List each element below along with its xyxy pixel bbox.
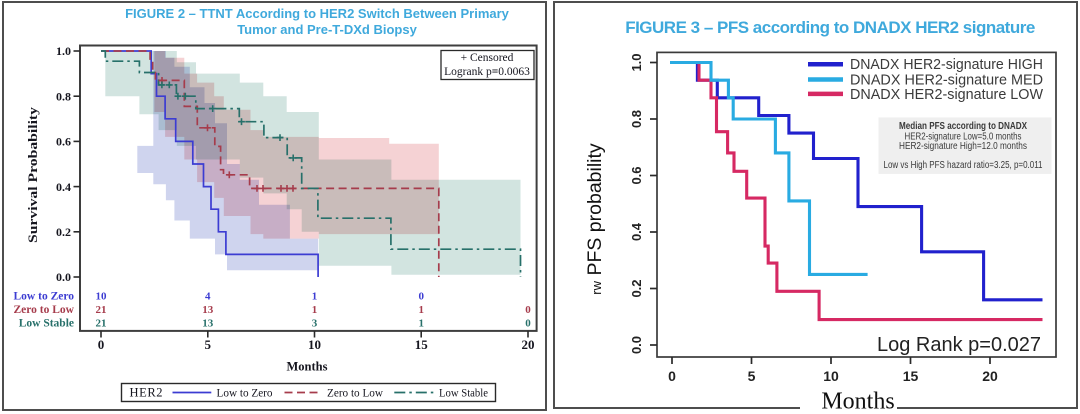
svg-text:HER2-signature Low=5.0 months: HER2-signature Low=5.0 months xyxy=(905,132,1022,143)
svg-text:0.0: 0.0 xyxy=(56,270,71,284)
svg-text:DNADX HER2-signature HIGH: DNADX HER2-signature HIGH xyxy=(850,57,1043,73)
svg-text:4: 4 xyxy=(205,291,211,303)
svg-text:Survival Probability: Survival Probability xyxy=(25,106,40,243)
svg-text:0.6: 0.6 xyxy=(629,166,644,184)
svg-text:0: 0 xyxy=(98,337,105,352)
svg-text:0.2: 0.2 xyxy=(56,225,71,239)
svg-text:3: 3 xyxy=(312,317,318,329)
svg-text:1.0: 1.0 xyxy=(629,53,644,71)
svg-text:20: 20 xyxy=(982,368,998,384)
svg-text:Zero to Low: Zero to Low xyxy=(327,386,383,400)
svg-text:0.6: 0.6 xyxy=(56,135,71,149)
svg-text:Log Rank p=0.027: Log Rank p=0.027 xyxy=(877,334,1041,356)
svg-text:1.0: 1.0 xyxy=(56,44,71,58)
svg-text:Low vs High PFS hazard ratio=3: Low vs High PFS hazard ratio=3.25, p=0.0… xyxy=(884,160,1043,171)
svg-text:10: 10 xyxy=(96,291,108,303)
svg-text:0: 0 xyxy=(668,368,676,384)
svg-text:Low Stable: Low Stable xyxy=(19,317,74,329)
svg-text:10: 10 xyxy=(308,337,321,352)
svg-text:0.8: 0.8 xyxy=(56,89,71,103)
svg-text:21: 21 xyxy=(96,304,107,316)
svg-text:DNADX HER2-signature MED: DNADX HER2-signature MED xyxy=(850,73,1043,89)
svg-text:+ Censored: + Censored xyxy=(461,52,514,64)
svg-text:Zero to Low: Zero to Low xyxy=(14,304,75,316)
svg-text:Low to Zero: Low to Zero xyxy=(217,386,273,400)
svg-text:Months: Months xyxy=(821,389,894,414)
svg-text:5: 5 xyxy=(748,368,756,384)
svg-text:Logrank p=0.0063: Logrank p=0.0063 xyxy=(444,66,530,78)
svg-text:Low Stable: Low Stable xyxy=(439,386,488,400)
svg-text:Months: Months xyxy=(287,360,328,374)
svg-text:0.2: 0.2 xyxy=(629,279,644,297)
svg-text:20: 20 xyxy=(522,337,535,352)
svg-text:0: 0 xyxy=(525,304,531,316)
svg-text:0: 0 xyxy=(418,291,424,303)
svg-text:rw PFS probability: rw PFS probability xyxy=(584,143,606,295)
svg-text:10: 10 xyxy=(823,368,839,384)
svg-text:0.0: 0.0 xyxy=(629,336,644,354)
svg-text:HER2-signature High=12.0 month: HER2-signature High=12.0 months xyxy=(899,141,1027,152)
svg-text:5: 5 xyxy=(205,337,212,352)
svg-text:13: 13 xyxy=(202,317,214,329)
svg-text:1: 1 xyxy=(418,317,424,329)
svg-text:15: 15 xyxy=(903,368,919,384)
svg-text:0: 0 xyxy=(525,317,531,329)
svg-text:15: 15 xyxy=(415,337,429,352)
svg-text:21: 21 xyxy=(96,317,107,329)
svg-text:0.4: 0.4 xyxy=(56,180,71,194)
svg-text:0.4: 0.4 xyxy=(629,222,644,241)
svg-text:1: 1 xyxy=(418,304,424,316)
svg-text:HER2: HER2 xyxy=(130,386,163,400)
svg-text:1: 1 xyxy=(312,304,318,316)
svg-text:0.8: 0.8 xyxy=(629,110,644,128)
svg-text:Low to Zero: Low to Zero xyxy=(14,291,75,303)
svg-text:Median PFS according to DNADX: Median PFS according to DNADX xyxy=(899,120,1027,132)
svg-text:13: 13 xyxy=(202,304,214,316)
svg-text:DNADX HER2-signature LOW: DNADX HER2-signature LOW xyxy=(850,87,1043,103)
svg-text:1: 1 xyxy=(312,291,318,303)
